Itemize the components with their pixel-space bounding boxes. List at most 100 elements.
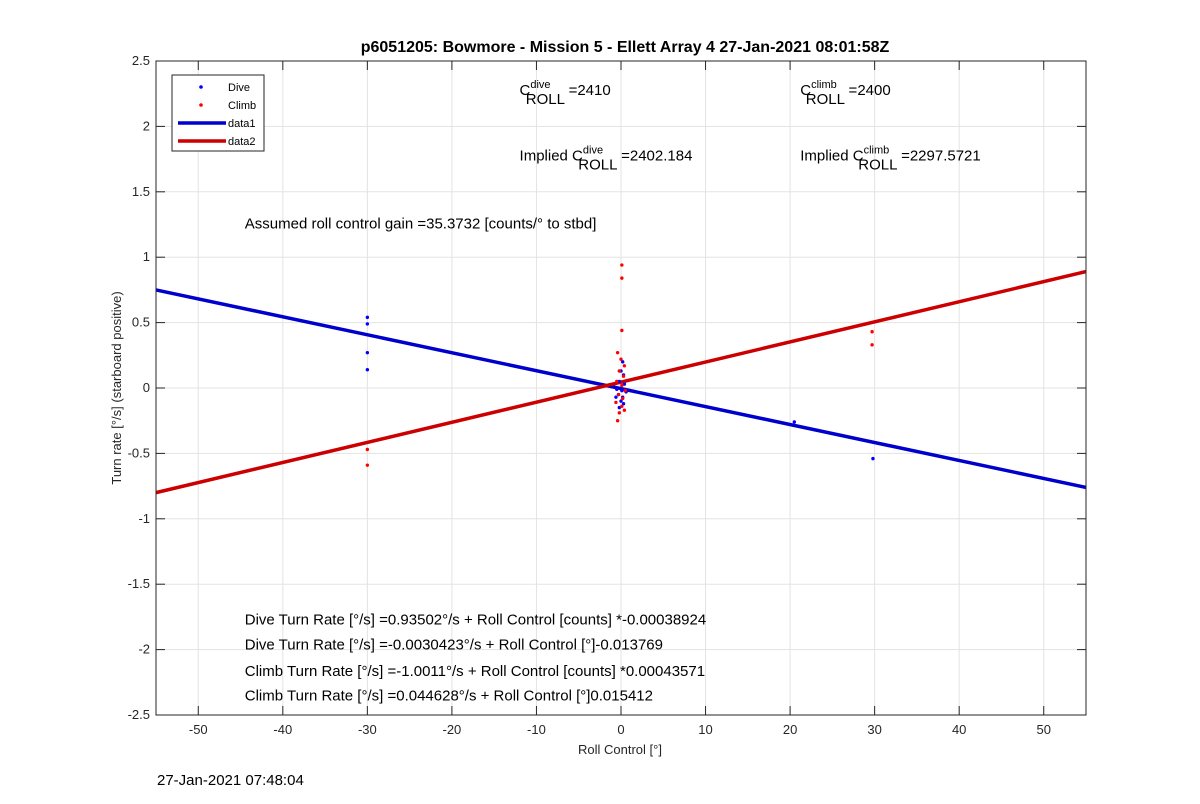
note-text: Climb Turn Rate [°/s] =-1.0011°/s + Roll…: [245, 663, 705, 680]
dive-point: [614, 395, 618, 399]
dive-point: [620, 360, 625, 364]
legend-label: data1: [228, 118, 256, 130]
climb-point: [615, 350, 620, 355]
x-ticks: -50 -40 -30 -20 -10 0 10 20 30 40 50: [189, 61, 1051, 737]
x-tick-label: -20: [443, 722, 462, 737]
climb-point: [365, 463, 370, 467]
annotation-croll: Cdive ROLL =2410: [520, 79, 611, 108]
annotation-superscript: dive: [530, 79, 550, 91]
x-tick-label: 20: [783, 722, 797, 737]
annotation-value: =2400: [844, 82, 890, 99]
climb-point: [620, 328, 624, 333]
dive-point: [365, 367, 370, 372]
x-tick-label: 10: [698, 722, 712, 737]
x-tick-label: 50: [1036, 722, 1050, 737]
dive-point: [365, 350, 370, 355]
annotation-value: =2410: [564, 82, 610, 99]
x-axis-label: Roll Control [°]: [578, 742, 662, 757]
x-tick-label: -10: [527, 722, 546, 737]
annotation-prefix: Implied C: [800, 147, 864, 164]
annotation-croll: Implied Cdive ROLL =2402.184: [520, 144, 693, 173]
climb-point: [620, 383, 624, 388]
y-tick-label: -2: [138, 642, 150, 657]
climb-point: [621, 374, 626, 378]
annotation-value: =2402.184: [617, 147, 693, 164]
y-tick-label: 1.5: [132, 184, 150, 199]
y-tick-label: -1.5: [128, 576, 150, 591]
y-axis-label: Turn rate [°/s] (starboard positive): [109, 291, 124, 484]
x-tick-label: -30: [358, 722, 377, 737]
note-text: Dive Turn Rate [°/s] =0.93502°/s + Roll …: [245, 612, 706, 629]
legend-box: [171, 74, 265, 152]
y-tick-label: 0: [143, 380, 150, 395]
climb-point: [620, 396, 625, 401]
dive-point: [617, 379, 622, 384]
data-points: [365, 263, 875, 467]
dive-point: [617, 405, 622, 410]
climb-point: [619, 357, 623, 361]
note-text: Dive Turn Rate [°/s] =-0.0030423°/s + Ro…: [245, 637, 663, 654]
note-text: Climb Turn Rate [°/s] =0.044628°/s + Rol…: [245, 688, 653, 705]
annotation-subscript: ROLL: [526, 91, 565, 108]
annotation-subscript: ROLL: [578, 156, 617, 173]
legend-marker-dive: [199, 85, 203, 89]
x-tick-label: -50: [189, 722, 208, 737]
annotation-prefix: Implied C: [520, 147, 584, 164]
dive-point: [621, 401, 626, 406]
fit-line-data1: [155, 288, 1087, 490]
dive-point: [792, 420, 797, 424]
climb-point: [870, 343, 874, 347]
legend-marker-climb: [199, 103, 203, 107]
y-tick-label: -1: [138, 511, 150, 526]
footer-timestamp: 27-Jan-2021 07:48:04: [157, 772, 304, 789]
x-tick-label: 0: [617, 722, 624, 737]
climb-point: [617, 369, 622, 373]
y-tick-label: 2.5: [132, 53, 150, 68]
climb-point: [615, 419, 620, 423]
climb-point: [622, 364, 627, 368]
climb-point: [620, 263, 624, 267]
legend: Dive Climb data1 data2: [171, 74, 265, 152]
y-tick-label: -0.5: [128, 445, 150, 460]
y-tick-label: -2.5: [128, 707, 150, 722]
climb-point: [622, 408, 627, 412]
climb-point: [614, 400, 618, 405]
dive-point: [871, 456, 875, 461]
annotation-subscript: ROLL: [806, 91, 845, 108]
dive-point: [619, 399, 623, 403]
climb-point: [870, 330, 874, 334]
note-text: Assumed roll control gain =35.3732 [coun…: [245, 215, 597, 232]
y-tick-label: 1: [143, 249, 150, 264]
x-tick-label: 30: [867, 722, 881, 737]
x-tick-label: 40: [952, 722, 966, 737]
legend-label: data2: [228, 136, 256, 148]
annotation-superscript: dive: [583, 144, 603, 156]
climb-point: [365, 447, 370, 452]
annotation-superscript: climb: [811, 79, 837, 91]
annotation-croll: Implied Cclimb ROLL =2297.5721: [800, 144, 981, 173]
dive-point: [365, 315, 370, 320]
x-tick-label: -40: [273, 722, 292, 737]
annotation-value: =2297.5721: [897, 147, 981, 164]
legend-label: Climb: [228, 100, 256, 112]
dive-point: [622, 382, 627, 386]
annotation-superscript: climb: [864, 144, 890, 156]
climb-point: [615, 379, 619, 384]
annotation-subscript: ROLL: [858, 156, 897, 173]
annotation-prefix: C: [800, 82, 811, 99]
climb-point: [623, 388, 627, 393]
climb-point: [617, 411, 622, 415]
climb-point: [620, 276, 624, 280]
fit-line-data2: [155, 269, 1087, 495]
climb-point: [616, 392, 621, 397]
climb-point: [620, 404, 624, 409]
annotation-prefix: C: [520, 82, 531, 99]
annotation-croll: Cclimb ROLL =2400: [800, 79, 890, 108]
chart-title: p6051205: Bowmore - Mission 5 - Ellett A…: [361, 39, 890, 56]
dive-point: [620, 388, 624, 393]
legend-label: Dive: [228, 82, 250, 94]
fit-lines: [155, 269, 1087, 495]
y-ticks: 2.5 2 1.5 1 0.5 0 -0.5 -1 -1.5 -2 -2.5: [128, 53, 1086, 722]
